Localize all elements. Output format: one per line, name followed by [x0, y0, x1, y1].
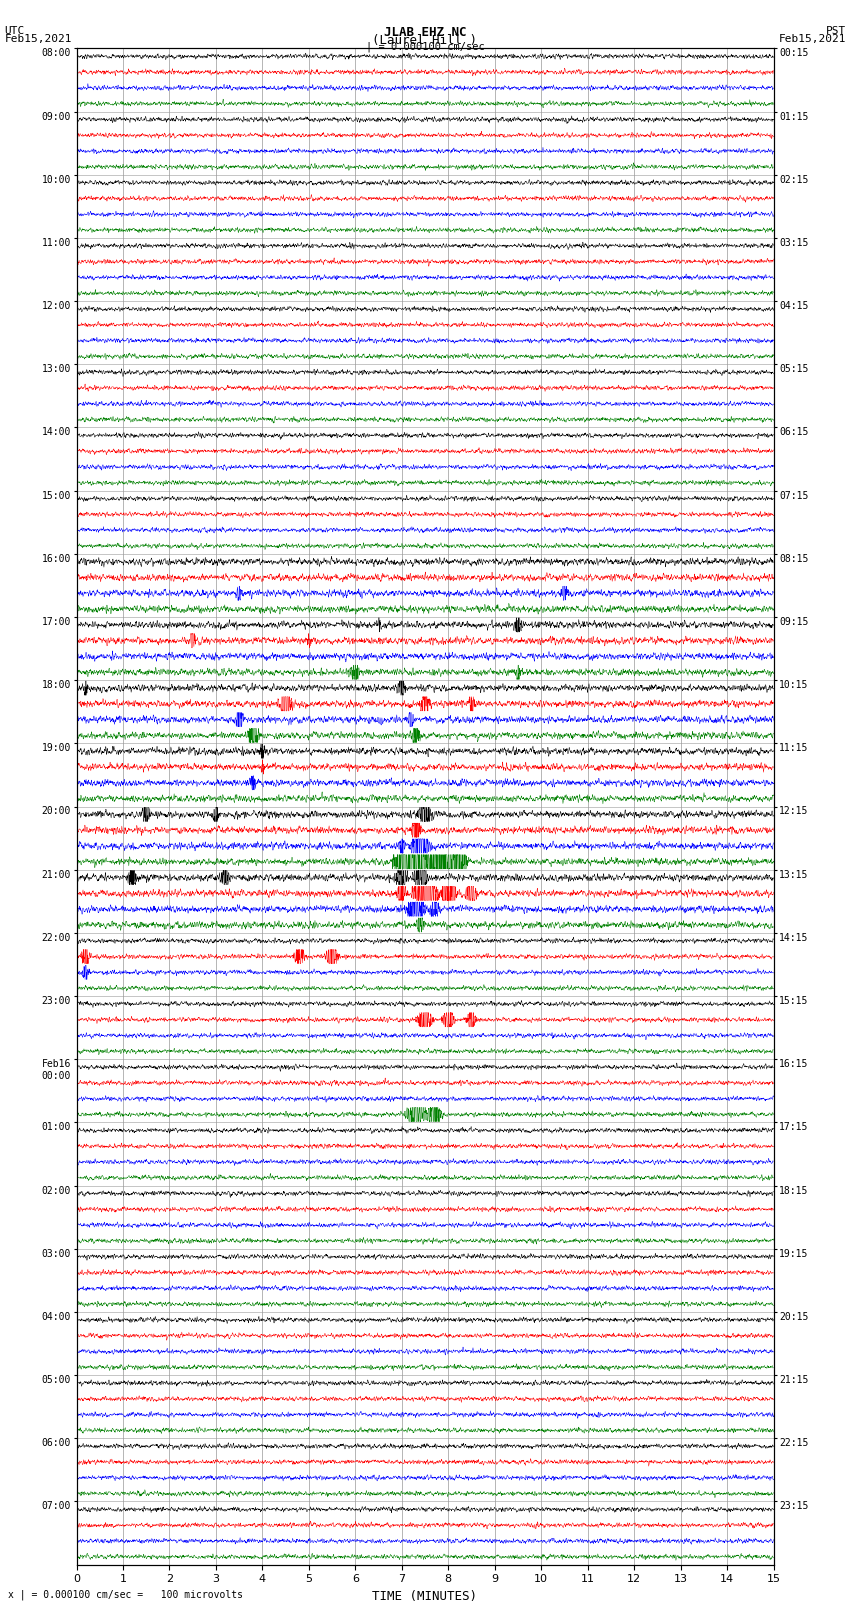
Text: JLAB EHZ NC: JLAB EHZ NC — [383, 26, 467, 39]
Text: (Laurel Hill ): (Laurel Hill ) — [372, 34, 478, 47]
Text: x | = 0.000100 cm/sec =   100 microvolts: x | = 0.000100 cm/sec = 100 microvolts — [8, 1589, 243, 1600]
Text: Feb15,2021: Feb15,2021 — [779, 34, 846, 44]
Text: | = 0.000100 cm/sec: | = 0.000100 cm/sec — [366, 42, 484, 53]
Text: UTC: UTC — [4, 26, 25, 35]
Text: Feb15,2021: Feb15,2021 — [4, 34, 71, 44]
X-axis label: TIME (MINUTES): TIME (MINUTES) — [372, 1590, 478, 1603]
Text: PST: PST — [825, 26, 846, 35]
